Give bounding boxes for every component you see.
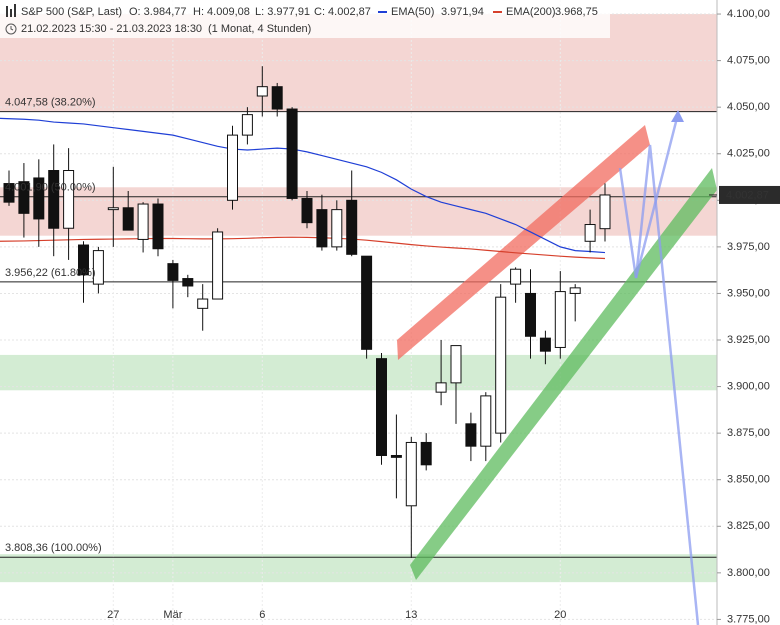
ema-line (0, 117, 606, 254)
candle-body (450, 345, 462, 384)
legend-value: 3.971,94 (441, 6, 484, 18)
zone (0, 354, 717, 391)
y-tick-label: 4.025,00 (727, 148, 770, 160)
x-tick-label: 13 (405, 609, 417, 621)
y-tick-label: 3.975,00 (727, 241, 770, 253)
candle-body (152, 203, 164, 250)
fib-label: 4.001,90 (50.00%) (5, 182, 96, 194)
y-tick-label: 4.100,00 (727, 8, 770, 20)
candle-body (286, 108, 298, 199)
candle-body (554, 291, 566, 348)
header-bg (0, 0, 610, 38)
candle-body (584, 224, 596, 242)
y-tick-label: 3.825,00 (727, 520, 770, 532)
close-label: C: 4.002,87 (314, 6, 371, 18)
clock-hand (10, 26, 14, 31)
legend-value: 3.968,75 (555, 6, 598, 18)
fib-label: 3.808,36 (100.00%) (5, 542, 102, 554)
candle-body (301, 197, 313, 224)
open-label: O: 3.984,77 (129, 6, 187, 18)
candle-body (122, 207, 134, 231)
symbol: S&P 500 (S&P, Last) (21, 6, 122, 18)
candle-body (465, 423, 477, 447)
zones (0, 14, 717, 583)
y-tick-label: 3.900,00 (727, 380, 770, 392)
fib-label: 3.956,22 (61.80%) (5, 267, 96, 279)
candle-body (167, 263, 179, 281)
candle-body (212, 231, 224, 300)
legend-name: EMA(200) (506, 6, 556, 18)
projection-arrows (618, 110, 700, 625)
y-tick-label: 3.925,00 (727, 334, 770, 346)
candle-body (390, 454, 402, 458)
period: (1 Monat, 4 Stunden) (208, 23, 311, 35)
y-tick-label: 3.775,00 (727, 613, 770, 625)
candle-body (525, 292, 536, 337)
candle-body (316, 209, 328, 248)
x-tick-label: Mär (163, 609, 182, 621)
candle-body (361, 255, 373, 350)
fib-label: 4.047,58 (38.20%) (5, 97, 96, 109)
candle-body (420, 441, 432, 466)
candle-body (92, 250, 104, 285)
y-tick-label: 3.875,00 (727, 427, 770, 439)
candle-body (197, 298, 209, 309)
candle-body (18, 181, 30, 214)
y-tick-label: 4.050,00 (727, 101, 770, 113)
candle-body (137, 203, 149, 240)
x-tick-label: 6 (259, 609, 265, 621)
last-price-tag (719, 185, 780, 204)
marks (0, 66, 611, 558)
candle-body (271, 86, 283, 110)
candle-body (33, 177, 45, 220)
candle-body (599, 194, 611, 230)
candle-body (182, 278, 194, 287)
candle-body (480, 395, 492, 447)
candle-body (256, 86, 268, 97)
zone (0, 554, 717, 583)
candle-body (63, 170, 75, 229)
low-label: L: 3.977,91 (255, 6, 310, 18)
resistance-channel (397, 125, 650, 360)
candle-body (510, 268, 522, 285)
zone (0, 187, 717, 236)
candle-body (3, 183, 15, 203)
candle-body (539, 337, 551, 352)
y-tick-label: 3.800,00 (727, 567, 770, 579)
annotations (397, 110, 717, 625)
ema-line (0, 236, 606, 260)
y-tick-label: 3.950,00 (727, 287, 770, 299)
candle-body (227, 134, 238, 201)
y-tick-label: 4.075,00 (727, 55, 770, 67)
date-range: 21.02.2023 15:30 - 21.03.2023 18:30 (21, 23, 202, 35)
candle-body (569, 287, 581, 294)
chart-icon (6, 4, 16, 17)
arrow-head (671, 110, 684, 122)
y-tick-label: 3.850,00 (727, 474, 770, 486)
candle-body (405, 441, 417, 507)
legend-name: EMA(50) (391, 6, 434, 18)
clock-icon (5, 23, 17, 35)
candle-body (376, 358, 387, 456)
candle-body (241, 114, 253, 136)
candle-body (107, 207, 119, 211)
header: S&P 500 (S&P, Last) O: 3.984,77 H: 4.009… (0, 0, 610, 38)
projection-path (618, 144, 700, 625)
last-price-label: 4.002,87 (726, 189, 769, 201)
support-channel (410, 168, 717, 580)
projection-up (634, 113, 680, 279)
x-tick-label: 27 (107, 609, 119, 621)
grid (0, 0, 717, 625)
candle-body (435, 382, 447, 393)
candle-body (331, 209, 343, 248)
x-tick-label: 20 (554, 609, 566, 621)
candle-body (78, 244, 89, 276)
candle-body (495, 296, 507, 434)
candle-body (48, 170, 60, 229)
candle-body (346, 199, 358, 255)
high-label: H: 4.009,08 (193, 6, 250, 18)
